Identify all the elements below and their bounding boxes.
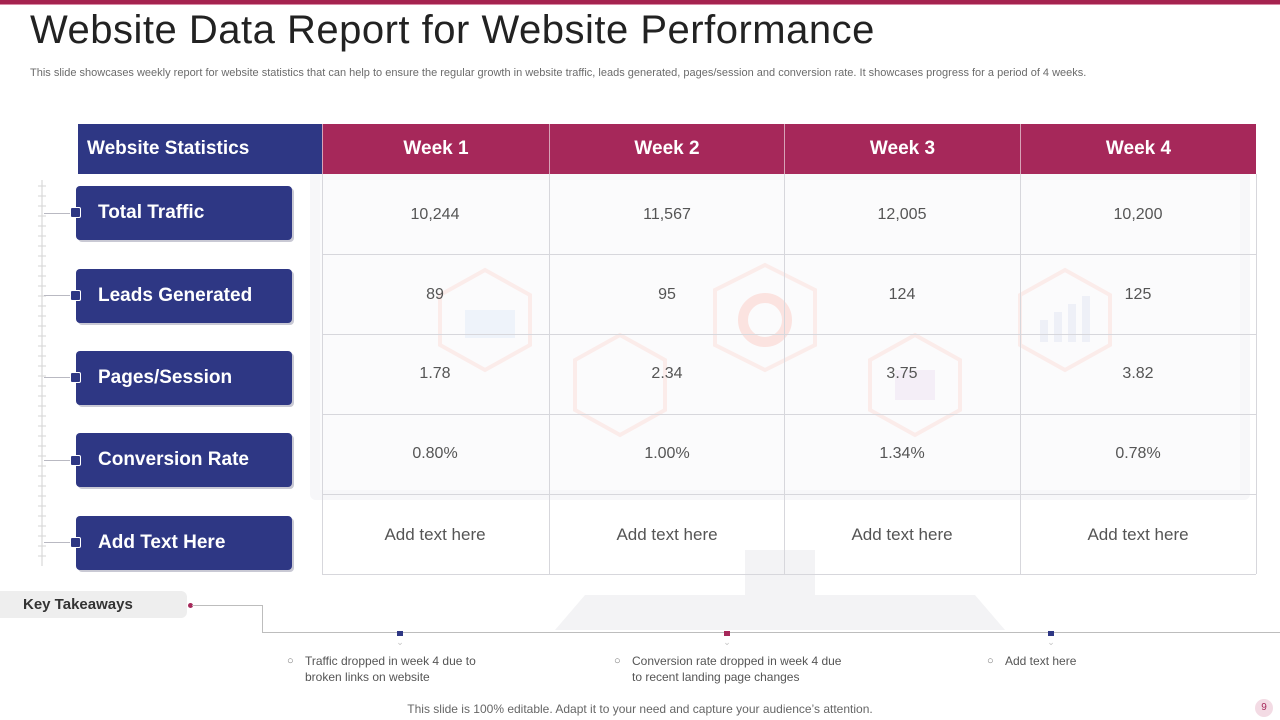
table-cell: 1.00% <box>644 445 690 462</box>
row-node <box>70 207 81 218</box>
table-cell: 1.34% <box>879 445 925 462</box>
table-cell: Add text here <box>1087 525 1189 544</box>
bullet-circle-icon: ○ <box>987 655 994 667</box>
table-divider <box>322 574 1256 575</box>
header-week-1: Week 1 <box>322 124 549 174</box>
table-cell: 2.34 <box>651 365 683 382</box>
table-cell: Add text here <box>384 525 486 544</box>
table-cell: 10,200 <box>1113 206 1163 223</box>
connector-line <box>44 542 72 543</box>
table-cell: 10,244 <box>410 206 460 223</box>
background-monitor-illustration <box>310 170 1250 630</box>
header-week-2: Week 2 <box>549 124 784 174</box>
table-divider <box>1020 174 1021 574</box>
row-node <box>70 455 81 466</box>
footer-note: This slide is 100% editable. Adapt it to… <box>407 702 873 716</box>
connector-line <box>44 213 72 214</box>
row-label-pages-session: Pages/Session <box>76 351 292 405</box>
row-label-add-text: Add Text Here <box>76 516 292 570</box>
table-divider <box>549 174 550 574</box>
connector-line <box>44 377 72 378</box>
takeaway-item: ○ Add text here <box>987 653 1077 669</box>
page-title: Website Data Report for Website Performa… <box>30 8 875 52</box>
takeaway-text: Add text here <box>1005 654 1077 668</box>
takeaway-text: to recent landing page changes <box>632 670 800 684</box>
table-divider <box>322 174 323 574</box>
table-cell: Add text here <box>616 525 718 544</box>
table-divider <box>784 174 785 574</box>
row-label-leads-generated: Leads Generated <box>76 269 292 323</box>
takeaways-dot <box>188 603 193 608</box>
table-cell: 89 <box>426 286 444 303</box>
row-label-total-traffic: Total Traffic <box>76 186 292 240</box>
table-cell: 125 <box>1124 286 1152 303</box>
header-week-3: Week 3 <box>784 124 1020 174</box>
row-node <box>70 537 81 548</box>
chevron-down-icon: ⌄ <box>396 637 404 647</box>
timeline-ruler <box>38 180 46 566</box>
page-number: 9 <box>1255 699 1273 717</box>
takeaway-text: broken links on website <box>305 670 430 684</box>
bullet-circle-icon: ○ <box>287 655 294 667</box>
table-cell: 3.75 <box>886 365 918 382</box>
table-cell: 124 <box>888 286 916 303</box>
chevron-down-icon: ⌄ <box>1047 637 1055 647</box>
table-cell: 11,567 <box>643 206 691 223</box>
table-divider <box>322 414 1256 415</box>
table-divider <box>322 494 1256 495</box>
top-accent-line <box>0 4 1280 5</box>
takeaways-connector <box>262 632 1280 633</box>
table-divider <box>322 334 1256 335</box>
table-cell: 95 <box>658 286 676 303</box>
key-takeaways-label: Key Takeaways <box>0 591 187 618</box>
connector-line <box>44 295 72 296</box>
table-cell: 3.82 <box>1122 365 1154 382</box>
table-cell: 12,005 <box>877 206 927 223</box>
table-cell: 0.80% <box>412 445 458 462</box>
takeaways-connector <box>192 605 263 606</box>
header-week-4: Week 4 <box>1020 124 1256 174</box>
top-accent-bar <box>0 0 1280 4</box>
takeaway-text: Conversion rate dropped in week 4 due <box>632 654 842 668</box>
takeaways-connector <box>262 605 263 633</box>
chevron-down-icon: ⌄ <box>723 637 731 647</box>
row-node <box>70 372 81 383</box>
table-divider <box>322 254 1256 255</box>
table-divider <box>1256 174 1257 574</box>
page-subtitle: This slide showcases weekly report for w… <box>30 67 1087 79</box>
connector-line <box>44 460 72 461</box>
takeaway-text: Traffic dropped in week 4 due to <box>305 654 476 668</box>
table-cell: 1.78 <box>419 365 451 382</box>
table-cell: 0.78% <box>1115 445 1161 462</box>
bullet-circle-icon: ○ <box>614 655 621 667</box>
table-cell: Add text here <box>851 525 953 544</box>
takeaway-marker <box>397 631 403 636</box>
takeaway-item: ○ Conversion rate dropped in week 4 due … <box>614 653 842 685</box>
takeaway-item: ○ Traffic dropped in week 4 due to broke… <box>287 653 476 685</box>
takeaway-marker <box>724 631 730 636</box>
takeaway-marker <box>1048 631 1054 636</box>
row-node <box>70 290 81 301</box>
row-label-conversion-rate: Conversion Rate <box>76 433 292 487</box>
header-website-statistics: Website Statistics <box>78 124 322 174</box>
